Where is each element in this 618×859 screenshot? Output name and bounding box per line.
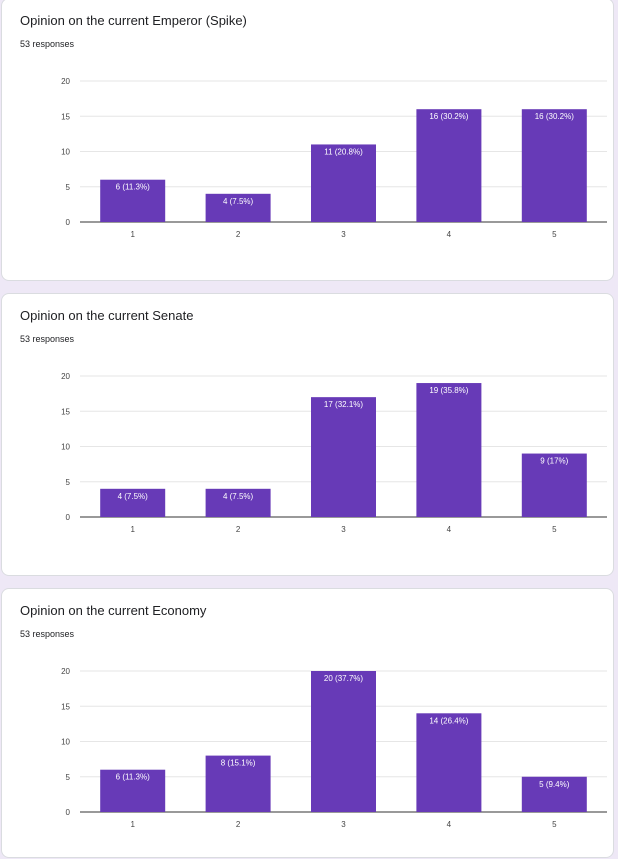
- bar[interactable]: [100, 179, 166, 222]
- y-tick-label: 20: [61, 77, 70, 86]
- response-count: 53 responses: [20, 334, 75, 344]
- bar-data-label: 16 (30.2%): [535, 112, 574, 121]
- bar-data-label: 11 (20.8%): [324, 147, 363, 156]
- question-title: Opinion on the current Emperor (Spike): [20, 13, 247, 28]
- bar-data-label: 8 (15.1%): [221, 759, 256, 768]
- x-tick-label: 2: [236, 820, 241, 829]
- bar-data-label: 4 (7.5%): [223, 197, 254, 206]
- bar[interactable]: [521, 776, 587, 812]
- bar-chart-senate: 0 5 10 15 20 4 (7.5%) 1 4 (7.5%) 2 17 (32.1%) 3 19 …: [61, 372, 607, 534]
- bar-data-label: 17 (32.1%): [324, 400, 363, 409]
- x-tick-label: 1: [130, 820, 135, 829]
- bar-data-label: 9 (17%): [540, 457, 568, 466]
- y-tick-label: 10: [61, 738, 70, 747]
- x-tick-label: 5: [552, 525, 557, 534]
- response-card-emperor: Opinion on the current Emperor (Spike) 5…: [1, 0, 614, 281]
- bar-data-label: 16 (30.2%): [429, 112, 468, 121]
- x-tick-label: 3: [341, 820, 346, 829]
- response-card-senate: Opinion on the current Senate 53 respons…: [1, 293, 614, 576]
- x-tick-label: 1: [130, 230, 135, 239]
- x-tick-label: 1: [130, 525, 135, 534]
- x-tick-label: 2: [236, 525, 241, 534]
- bar[interactable]: [205, 193, 271, 222]
- bar[interactable]: [311, 397, 376, 517]
- y-tick-label: 5: [66, 773, 71, 782]
- x-tick-label: 3: [341, 525, 346, 534]
- y-tick-label: 20: [61, 667, 70, 676]
- x-tick-label: 4: [447, 230, 452, 239]
- bar[interactable]: [205, 755, 271, 812]
- x-tick-label: 4: [447, 525, 452, 534]
- y-tick-label: 15: [61, 112, 70, 121]
- bar-data-label: 6 (11.3%): [116, 773, 150, 782]
- y-tick-label: 10: [61, 148, 70, 157]
- bar[interactable]: [521, 109, 587, 222]
- x-tick-label: 2: [236, 230, 241, 239]
- y-tick-label: 20: [61, 372, 70, 381]
- bar[interactable]: [521, 453, 587, 517]
- bar[interactable]: [416, 109, 482, 222]
- response-count: 53 responses: [20, 39, 75, 49]
- y-tick-label: 0: [66, 513, 71, 522]
- question-title: Opinion on the current Senate: [20, 308, 194, 323]
- y-tick-label: 0: [66, 808, 71, 817]
- bar-data-label: 20 (37.7%): [324, 674, 363, 683]
- y-tick-label: 15: [61, 407, 70, 416]
- bar-data-label: 14 (26.4%): [429, 716, 468, 725]
- bar[interactable]: [416, 713, 482, 812]
- question-title: Opinion on the current Economy: [20, 603, 207, 618]
- bar[interactable]: [416, 383, 482, 517]
- response-card-economy: Opinion on the current Economy 53 respon…: [1, 588, 614, 858]
- bar-data-label: 5 (9.4%): [539, 780, 570, 789]
- bar-data-label: 4 (7.5%): [223, 492, 254, 501]
- bar-data-label: 19 (35.8%): [429, 386, 468, 395]
- y-tick-label: 5: [66, 478, 71, 487]
- x-tick-label: 4: [447, 820, 452, 829]
- y-tick-label: 15: [61, 702, 70, 711]
- bar-data-label: 4 (7.5%): [118, 492, 149, 501]
- y-tick-label: 5: [66, 183, 71, 192]
- response-count: 53 responses: [20, 629, 75, 639]
- x-tick-label: 3: [341, 230, 346, 239]
- bar-chart-economy: 0 5 10 15 20 6 (11.3%) 1 8 (15.1%) 2 20 (37.7%) 3 1…: [61, 667, 607, 829]
- y-tick-label: 0: [66, 218, 71, 227]
- bar-data-label: 6 (11.3%): [116, 183, 150, 192]
- bar-chart-emperor: 0 5 10 15 20 6 (11.3%) 1 4 (7.5%) 2 11 (20.8%) 3 16…: [61, 77, 607, 239]
- bar[interactable]: [311, 671, 376, 812]
- y-tick-label: 10: [61, 443, 70, 452]
- bar[interactable]: [205, 488, 271, 517]
- x-tick-label: 5: [552, 820, 557, 829]
- x-tick-label: 5: [552, 230, 557, 239]
- bar[interactable]: [311, 144, 376, 222]
- bar[interactable]: [100, 488, 166, 517]
- bar[interactable]: [100, 769, 166, 812]
